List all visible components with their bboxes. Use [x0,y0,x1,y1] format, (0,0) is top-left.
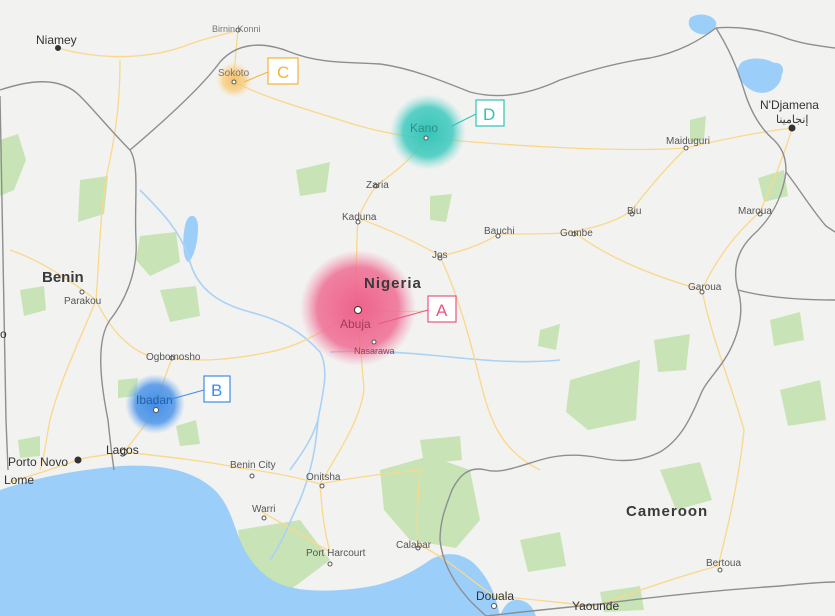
lake-small-ne [688,14,717,35]
city-label-bauchi: Bauchi [484,226,515,237]
city-label-garoua: Garoua [688,282,722,293]
city-label-ogbomosho: Ogbomosho [146,352,201,363]
marker-c[interactable]: C [243,57,299,85]
country-label-cameroon: Cameroon [626,503,708,520]
city-label-lome: Lome [4,473,34,487]
city-label-zaria: Zaria [366,180,389,191]
city-label-niamey: Niamey [36,33,77,47]
city-label-jos: Jos [432,250,448,261]
reservoir-east [769,62,784,76]
city-label-parakou: Parakou [64,296,101,307]
city-label-sokoto: Sokoto [218,68,250,79]
city-label-yaounde: Yaounde [572,599,619,613]
country-borders [0,26,835,616]
marker-d[interactable]: D [451,99,505,127]
city-label-ndjamena: N'Djamena [760,98,819,112]
marker-a-label: A [436,301,448,320]
city-label-maroua: Maroua [738,206,772,217]
city-label-edge: o [0,327,7,341]
marker-c-leader [243,71,269,83]
marker-a-box [427,295,457,323]
marker-d-leader [451,113,477,127]
city-label-port-harcourt: Port Harcourt [306,548,366,559]
ocean [0,465,500,616]
city-label-benin-city: Benin City [230,460,276,471]
city-label-ibadan: Ibadan [136,393,173,407]
city-label-douala: Douala [476,589,514,603]
city-label-maiduguri: Maiduguri [666,136,710,147]
city-label-biu: Biu [627,206,641,217]
country-label-benin: Benin [42,269,84,286]
marker-b[interactable]: B [167,375,231,403]
city-label-birnin-konni: Birnin Konni [212,24,261,34]
city-label-ndjamena-ar: إنجامينا [776,114,808,126]
marker-c-label: C [277,63,289,82]
city-label-kaduna: Kaduna [342,212,377,223]
marker-a[interactable]: A [377,295,457,325]
marker-b-label: B [211,381,222,400]
marker-blob-b [125,374,185,434]
marker-a-leader [377,309,429,325]
city-label-calabar: Calabar [396,540,432,551]
marker-d-box [475,99,505,127]
city-dots [55,27,796,609]
city-label-lagos: Lagos [106,443,139,457]
city-label-abuja: Abuja [340,317,371,331]
city-label-gombe: Gombe [560,228,593,239]
city-label-porto-novo: Porto Novo [8,455,68,469]
marker-d-label: D [483,105,495,124]
marker-c-box [267,57,299,85]
city-label-bertoua: Bertoua [706,558,741,569]
marker-b-leader [167,389,205,401]
marker-blob-d [390,94,466,170]
country-label-nigeria: Nigeria [364,275,422,292]
city-label-nasarawa: Nasarawa [354,346,395,356]
marker-b-box [203,375,231,403]
city-label-onitsha: Onitsha [306,472,341,483]
city-label-kano: Kano [410,121,438,135]
city-label-warri: Warri [252,504,276,515]
